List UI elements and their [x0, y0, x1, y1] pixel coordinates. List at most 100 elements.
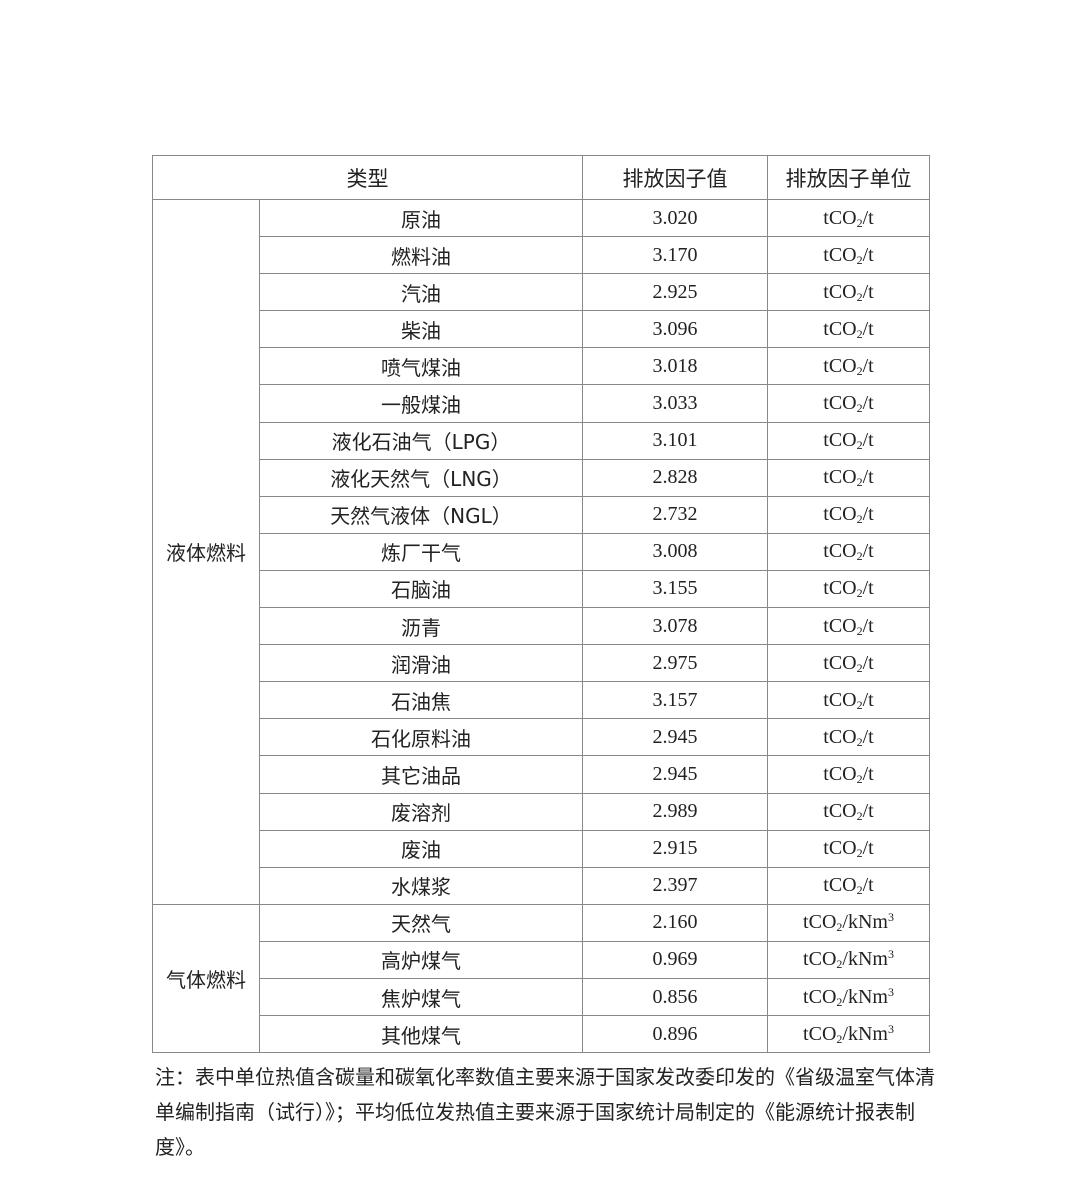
unit-base: tCO — [823, 429, 857, 452]
unit-rest: /t — [862, 651, 874, 674]
table-row: 液化石油气（LPG） 3.101 tCO2/t — [153, 421, 930, 460]
factor-value: 3.020 — [582, 198, 768, 238]
unit-base: tCO — [823, 614, 857, 637]
factor-unit: tCO2/t — [767, 607, 930, 646]
fuel-name: 天然气液体（NGL） — [259, 495, 583, 534]
unit-base: tCO — [823, 800, 857, 823]
unit-rest: /t — [862, 577, 874, 600]
unit-rest: /t — [862, 874, 874, 897]
unit-base: tCO — [823, 466, 857, 489]
table-row: 柴油 3.096 tCO2/t — [153, 310, 930, 349]
fuel-name: 一般煤油 — [259, 384, 583, 423]
factor-value: 2.925 — [582, 273, 768, 312]
unit-base: tCO — [823, 725, 857, 748]
unit-rest: /t — [862, 800, 874, 823]
unit-rest: /kNm — [842, 985, 888, 1008]
table-row: 燃料油 3.170 tCO2/t — [153, 236, 930, 275]
table-row: 液化天然气（LNG） 2.828 tCO2/t — [153, 458, 930, 497]
table-row: 天然气液体（NGL） 2.732 tCO2/t — [153, 495, 930, 534]
table-header-row: 类型 排放因子值 排放因子单位 — [152, 155, 930, 200]
unit-sup: 3 — [887, 1021, 894, 1036]
table-row: 废溶剂 2.989 tCO2/t — [153, 792, 930, 831]
unit-rest: /t — [862, 837, 874, 860]
factor-unit: tCO2/t — [767, 792, 930, 831]
unit-base: tCO — [803, 911, 837, 934]
unit-sup: 3 — [887, 910, 894, 925]
unit-rest: /t — [862, 725, 874, 748]
unit-rest: /t — [862, 688, 874, 711]
factor-unit: tCO2/t — [767, 866, 930, 905]
table-row: 液体燃料 原油 3.020 tCO2/t — [152, 198, 930, 905]
fuel-name: 润滑油 — [259, 644, 583, 683]
factor-value: 3.155 — [582, 569, 768, 609]
unit-sub: 2 — [856, 215, 863, 230]
unit-base: tCO — [823, 688, 857, 711]
unit-base: tCO — [823, 206, 857, 229]
unit-rest: /t — [862, 762, 874, 785]
factor-unit: tCO2/t — [767, 273, 930, 312]
factor-value: 3.008 — [582, 532, 768, 571]
unit-sub: 2 — [856, 512, 863, 527]
fuel-name: 石脑油 — [259, 569, 583, 609]
table-row: 喷气煤油 3.018 tCO2/t — [153, 347, 930, 386]
unit-rest: /t — [862, 614, 874, 637]
fuel-name: 石化原料油 — [259, 718, 583, 757]
unit-base: tCO — [823, 577, 857, 600]
factor-value: 2.975 — [582, 644, 768, 683]
unit-base: tCO — [823, 540, 857, 563]
fuel-name: 废溶剂 — [259, 792, 583, 831]
fuel-name: 液化石油气（LPG） — [259, 421, 583, 460]
factor-unit: tCO2/t — [767, 458, 930, 497]
factor-unit: tCO2/t — [767, 532, 930, 571]
fuel-name: 柴油 — [259, 310, 583, 349]
unit-base: tCO — [823, 243, 857, 266]
unit-sup: 3 — [887, 984, 894, 999]
factor-unit: tCO2/kNm3 — [767, 1015, 930, 1054]
factor-value: 0.896 — [582, 1015, 768, 1054]
table-row: 焦炉煤气 0.856 tCO2/kNm3 — [153, 977, 930, 1017]
table-row: 气体燃料 天然气 2.160 tCO2/kNm3 — [152, 903, 930, 1054]
unit-base: tCO — [823, 837, 857, 860]
factor-value: 3.170 — [582, 236, 768, 275]
unit-base: tCO — [823, 762, 857, 785]
factor-unit: tCO2/t — [767, 236, 930, 275]
unit-sub: 2 — [856, 401, 863, 416]
factor-unit: tCO2/t — [767, 495, 930, 534]
footnote: 注：表中单位热值含碳量和碳氧化率数值主要来源于国家发改委印发的《省级温室气体清单… — [155, 1065, 935, 1159]
factor-unit: tCO2/t — [767, 384, 930, 423]
unit-rest: /t — [862, 280, 874, 303]
fuel-name: 汽油 — [259, 273, 583, 312]
factor-unit: tCO2/t — [767, 755, 930, 794]
unit-rest: /t — [862, 206, 874, 229]
factor-unit: tCO2/t — [767, 829, 930, 868]
unit-base: tCO — [823, 317, 857, 340]
factor-value: 2.989 — [582, 792, 768, 831]
unit-sub: 2 — [856, 475, 863, 490]
factor-unit: tCO2/t — [767, 347, 930, 386]
header-unit: 排放因子单位 — [767, 155, 930, 200]
factor-unit: tCO2/kNm3 — [767, 940, 930, 979]
unit-sub: 2 — [856, 846, 863, 861]
table-body: 液体燃料 原油 3.020 tCO2/t 燃料油 3.170 tCO2/t 汽油 2.925 tC… — [152, 198, 930, 1054]
fuel-name: 其它油品 — [259, 755, 583, 794]
unit-sub: 2 — [836, 957, 843, 972]
factor-value: 3.101 — [582, 421, 768, 460]
fuel-name: 水煤浆 — [259, 866, 583, 905]
unit-rest: /kNm — [842, 911, 888, 934]
unit-sub: 2 — [836, 1031, 843, 1046]
factor-unit: tCO2/kNm3 — [767, 977, 930, 1017]
factor-value: 2.915 — [582, 829, 768, 868]
unit-sub: 2 — [856, 326, 863, 341]
category-cell: 气体燃料 — [152, 903, 260, 1054]
unit-sub: 2 — [856, 697, 863, 712]
factor-value: 2.397 — [582, 866, 768, 905]
table-row: 其他煤气 0.896 tCO2/kNm3 — [153, 1015, 930, 1054]
unit-base: tCO — [803, 948, 837, 971]
fuel-name: 废油 — [259, 829, 583, 868]
factor-value: 3.033 — [582, 384, 768, 423]
table-row: 其它油品 2.945 tCO2/t — [153, 755, 930, 794]
fuel-name: 液化天然气（LNG） — [259, 458, 583, 497]
table-row: 润滑油 2.975 tCO2/t — [153, 644, 930, 683]
table-row: 石脑油 3.155 tCO2/t — [153, 569, 930, 609]
factor-value: 0.969 — [582, 940, 768, 979]
